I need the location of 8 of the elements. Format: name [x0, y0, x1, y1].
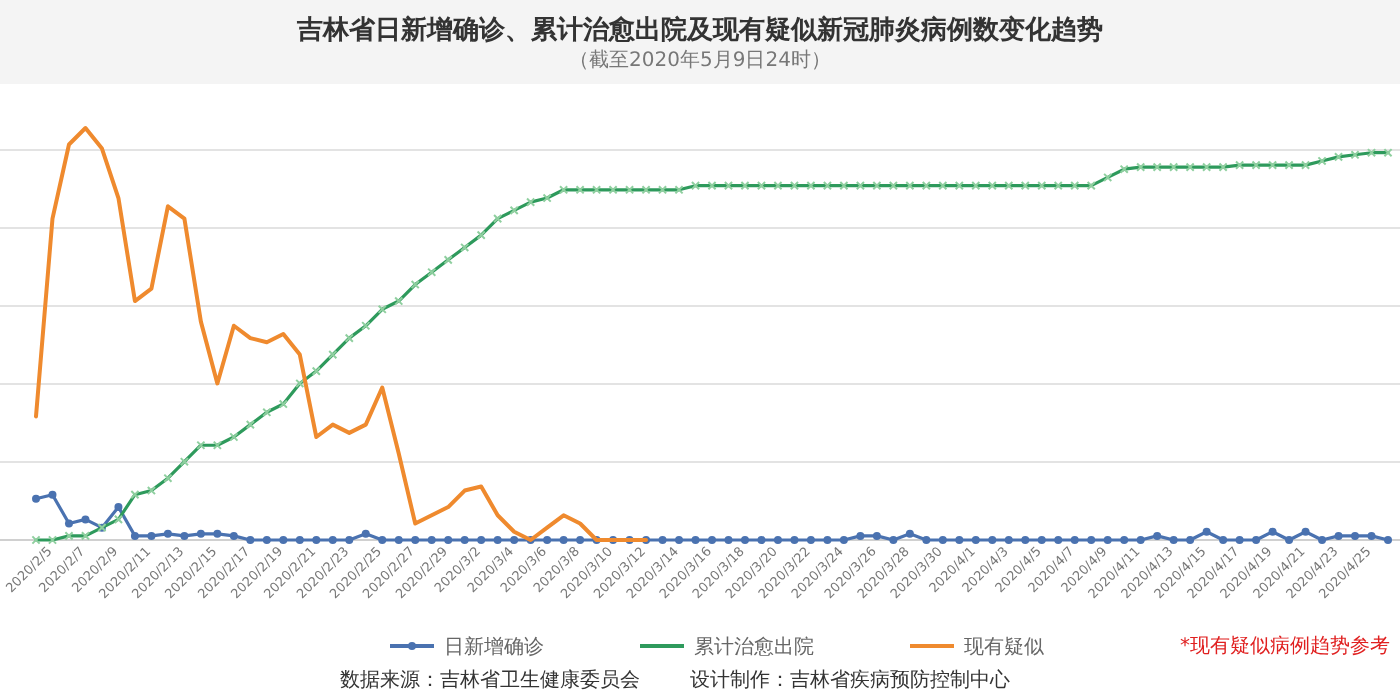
legend-label: 日新增确诊	[444, 635, 544, 659]
chart-title: 吉林省日新增确诊、累计治愈出院及现有疑似新冠肺炎病例数变化趋势	[295, 14, 1103, 46]
text: *现有疑似病例趋势参考	[1180, 634, 1390, 658]
chart-subtitle: （截至2020年5月9日24时）	[569, 48, 831, 72]
source-note: 数据来源：吉林省卫生健康委员会	[340, 668, 640, 692]
legend-label: 累计治愈出院	[694, 635, 814, 659]
text: 设计制作：吉林省疾病预防控制中心	[690, 668, 1010, 692]
legend-label: 现有疑似	[964, 635, 1044, 659]
